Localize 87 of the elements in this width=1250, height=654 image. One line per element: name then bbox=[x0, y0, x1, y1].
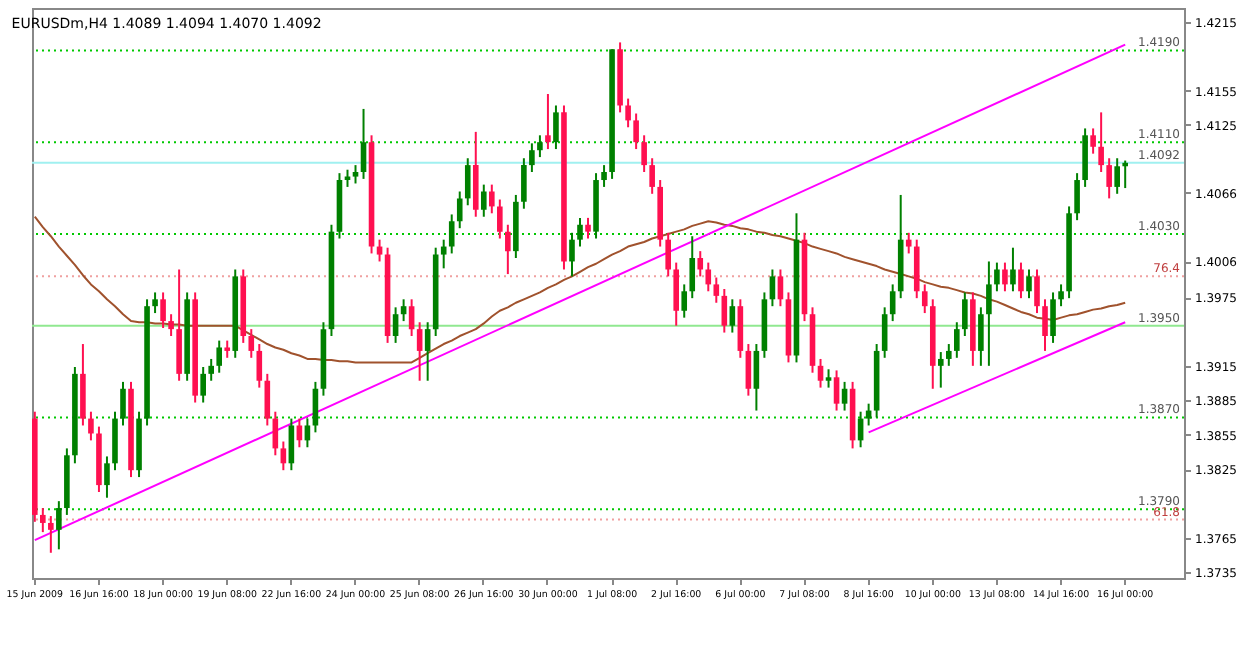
candlestick bbox=[954, 321, 960, 359]
candlestick bbox=[1058, 283, 1064, 308]
candlestick bbox=[705, 261, 712, 293]
candlestick bbox=[713, 276, 720, 304]
candlestick bbox=[360, 107, 367, 180]
candlestick bbox=[1042, 298, 1048, 352]
candlestick bbox=[152, 291, 158, 315]
candlestick bbox=[1002, 261, 1008, 293]
candlestick bbox=[545, 93, 551, 151]
candlestick bbox=[40, 507, 46, 534]
candlestick bbox=[689, 235, 696, 300]
candlestick bbox=[745, 343, 752, 397]
candlestick bbox=[737, 298, 744, 359]
candlestick bbox=[601, 164, 607, 188]
candlestick bbox=[753, 343, 760, 412]
candlestick bbox=[994, 261, 1000, 293]
candlestick bbox=[472, 130, 479, 218]
candlestick bbox=[489, 183, 495, 215]
candlestick bbox=[986, 260, 992, 367]
candlestick bbox=[392, 306, 399, 344]
candlestick bbox=[176, 268, 182, 382]
candlestick bbox=[160, 291, 166, 329]
candlestick bbox=[1034, 268, 1040, 315]
candlestick bbox=[352, 164, 359, 185]
candlestick bbox=[665, 231, 671, 278]
candlestick bbox=[200, 365, 206, 404]
candlestick bbox=[625, 97, 631, 129]
candlestick bbox=[88, 410, 94, 442]
candlestick bbox=[168, 313, 174, 338]
candlestick bbox=[921, 283, 928, 315]
candlestick bbox=[729, 298, 736, 334]
candlestick bbox=[1090, 127, 1096, 155]
candlestick bbox=[1026, 268, 1032, 300]
candlestick bbox=[978, 306, 984, 367]
candlestick bbox=[962, 291, 968, 338]
candlestick bbox=[416, 321, 423, 382]
candlestick bbox=[649, 157, 655, 195]
candlestick bbox=[120, 380, 126, 427]
candlestick bbox=[825, 368, 832, 389]
line-series bbox=[33, 215, 1127, 364]
candlestick bbox=[208, 357, 214, 382]
candlestick bbox=[521, 157, 527, 210]
candlestick bbox=[112, 410, 118, 472]
candlestick bbox=[905, 231, 912, 255]
candlestick bbox=[697, 250, 704, 278]
candlestick bbox=[633, 112, 639, 151]
candlestick bbox=[1082, 127, 1088, 188]
candlestick bbox=[937, 351, 944, 389]
candlestick bbox=[553, 104, 559, 151]
candlestick bbox=[48, 515, 54, 554]
candlestick bbox=[1050, 291, 1056, 344]
candlestick bbox=[881, 306, 888, 359]
candlestick bbox=[464, 157, 471, 207]
candlestick bbox=[264, 372, 271, 427]
candlestick bbox=[448, 213, 455, 255]
candlestick bbox=[1122, 159, 1128, 190]
candlestick bbox=[1114, 157, 1120, 195]
candlestick bbox=[673, 261, 680, 327]
candlestick bbox=[1106, 157, 1112, 200]
candlestick bbox=[104, 455, 110, 499]
candlestick bbox=[480, 183, 487, 218]
candlestick bbox=[288, 417, 295, 472]
candlestick bbox=[1098, 111, 1104, 173]
candlestick bbox=[497, 198, 503, 240]
candlestick bbox=[585, 216, 591, 240]
candlestick bbox=[537, 134, 543, 159]
candlestick bbox=[440, 238, 447, 270]
candlestick bbox=[577, 216, 583, 248]
candlestick bbox=[721, 287, 728, 334]
candlestick bbox=[505, 223, 511, 276]
candlestick bbox=[946, 343, 952, 367]
candlestick bbox=[256, 343, 263, 389]
candlestick bbox=[913, 238, 920, 300]
candlestick bbox=[56, 500, 62, 551]
candlestick bbox=[80, 343, 86, 427]
candlestick bbox=[681, 283, 688, 319]
candlestick bbox=[641, 134, 647, 173]
candlestick bbox=[1010, 246, 1016, 293]
candlestick bbox=[529, 142, 535, 173]
candlestick bbox=[833, 369, 840, 412]
candlestick bbox=[456, 190, 463, 230]
candlestick bbox=[1074, 172, 1080, 222]
candlestick bbox=[424, 321, 431, 382]
candlestick bbox=[1018, 261, 1024, 300]
candlestick bbox=[216, 339, 223, 374]
candlestick bbox=[569, 231, 575, 278]
candlestick bbox=[248, 328, 255, 359]
